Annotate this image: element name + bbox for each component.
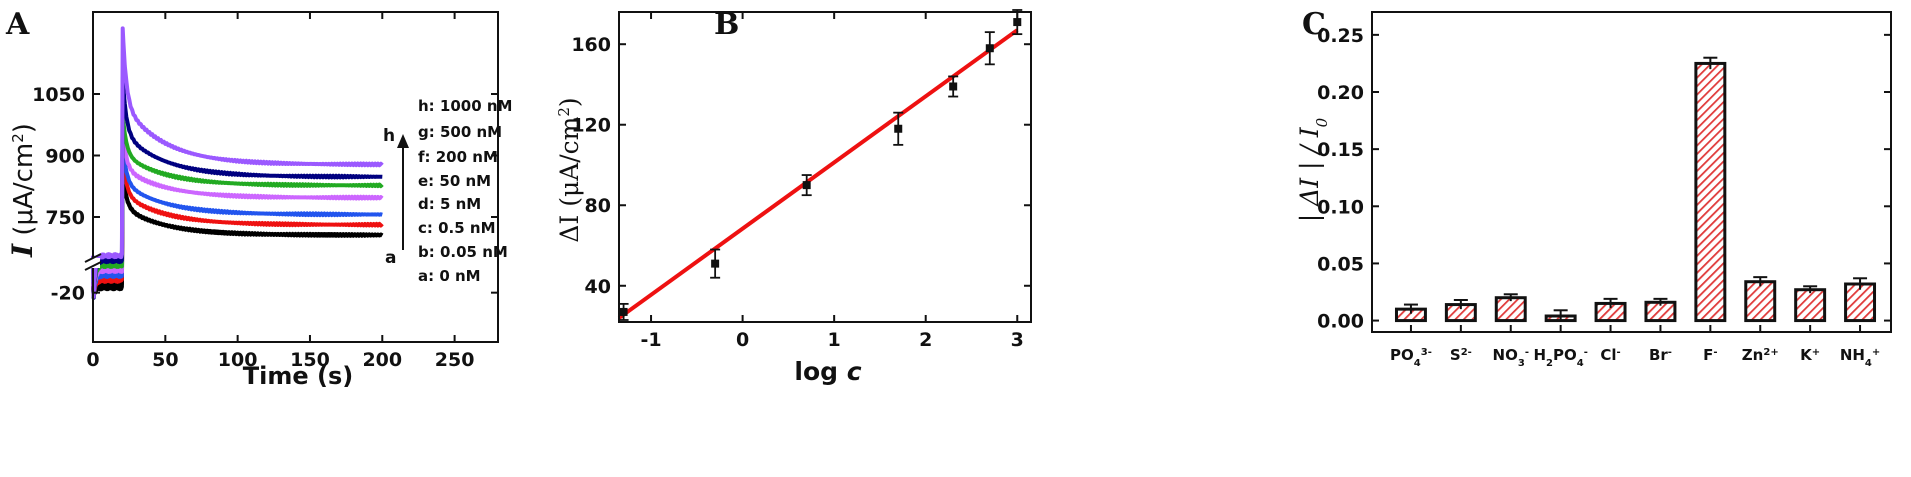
y-tick-label: 40	[585, 276, 611, 298]
y-tick-label: 1050	[32, 84, 85, 106]
category-label: NO3-	[1493, 346, 1529, 369]
panel-a-letter: A	[5, 7, 30, 42]
legend-entry: c: 0.5 nM	[418, 219, 496, 237]
arrow-head-icon	[397, 134, 409, 148]
data-point	[894, 124, 903, 133]
category-label: Cl-	[1600, 346, 1620, 364]
x-tick-label: 1	[828, 329, 841, 351]
category-label: PO43-	[1390, 346, 1432, 369]
panel-c-frame	[1371, 11, 1892, 333]
data-point	[711, 259, 720, 268]
y-tick-label: 0.20	[1317, 82, 1364, 104]
x-tick-label: 0	[736, 329, 749, 351]
legend-entry: a: 0 nM	[418, 267, 481, 285]
panel-c-ticks: 0.00 0.05 0.10 0.15 0.20 0.25	[1317, 25, 1891, 333]
x-tick-label: -1	[640, 329, 661, 351]
panel-c-chart: 0.00 0.05 0.10 0.15 0.20 0.25 PO43- S2- NO3- H2P…	[1295, 11, 1892, 369]
bar	[1744, 280, 1777, 323]
panel-a-axis-break-mask	[86, 258, 100, 268]
data-point	[619, 307, 628, 316]
y-tick-label: 0.10	[1317, 196, 1364, 218]
legend-entry: h: 1000 nM	[418, 97, 512, 115]
y-tick-label: 120	[571, 115, 611, 137]
panel-b-frame	[618, 11, 1032, 323]
x-tick-label: 150	[290, 349, 330, 371]
series-line	[91, 75, 383, 300]
legend-entry: e: 50 nM	[418, 172, 491, 190]
data-point	[802, 181, 811, 190]
legend-entry: g: 500 nM	[418, 123, 502, 141]
series-line	[91, 141, 383, 298]
series-line	[91, 128, 384, 299]
panel-c-category-labels: PO43- S2- NO3- H2PO4- Cl- Br- F- Zn2+ K+ NH4+	[1390, 346, 1880, 369]
fit-line	[617, 28, 1019, 320]
bar	[1844, 282, 1877, 323]
category-label: F-	[1703, 346, 1717, 364]
panel-b-y-axis-label: ΔI (μA/cm2)	[555, 97, 584, 242]
data-point	[985, 44, 994, 53]
category-label: Zn2+	[1742, 346, 1779, 364]
legend-entry: d: 5 nM	[418, 195, 481, 213]
y-tick-label: 0.25	[1317, 25, 1364, 47]
panel-b-x-axis-label: log c	[794, 357, 861, 386]
category-label: H2PO4-	[1533, 346, 1587, 369]
curve-start-label: a	[385, 248, 396, 268]
x-tick-label: 250	[435, 349, 475, 371]
x-tick-label: 100	[218, 349, 258, 371]
y-tick-label: -20	[51, 283, 85, 305]
panel-a-legend: h: 1000 nM g: 500 nM f: 200 nM e: 50 nM …	[418, 97, 512, 285]
panel-a-ticks: 0 50 100 150 200 250 -20 750 900 1050	[32, 12, 498, 371]
bar	[1794, 288, 1827, 323]
x-tick-label: 3	[1011, 329, 1024, 351]
panel-a-curves	[91, 26, 384, 300]
data-point	[949, 82, 958, 91]
panel-b-chart: -1 0 1 2 3 40 80 120 160 log c ΔI (μA/cm2)	[555, 9, 1032, 386]
panel-a-y-axis-label: I (μA/cm2)	[6, 123, 39, 258]
panel-b-ticks: -1 0 1 2 3 40 80 120 160	[571, 12, 1031, 351]
legend-entry: b: 0.05 nM	[418, 243, 508, 261]
panel-c-letter: C	[1302, 7, 1326, 42]
legend-entry: f: 200 nM	[418, 148, 498, 166]
panel-a-frame	[92, 11, 499, 343]
category-label: NH4+	[1840, 346, 1880, 369]
x-tick-label: 50	[152, 349, 178, 371]
series-line	[91, 26, 384, 299]
panel-c-bars	[1394, 56, 1877, 323]
panel-a-axis-break-mark	[84, 253, 102, 263]
bar	[1694, 61, 1727, 323]
y-tick-label: 900	[45, 146, 85, 168]
panel-a-axis-break-mark	[84, 261, 102, 271]
x-tick-label: 200	[362, 349, 402, 371]
y-tick-label: 0.15	[1317, 139, 1364, 161]
panel-a-chart: 0 50 100 150 200 250 -20 750 900 1050 h: 1000 nM …	[6, 11, 512, 390]
x-tick-label: 0	[86, 349, 99, 371]
series-line	[91, 169, 384, 299]
panel-a-x-axis-label: Time (s)	[243, 362, 353, 390]
y-tick-label: 160	[571, 34, 611, 56]
category-label: S2-	[1450, 346, 1472, 364]
y-tick-label: 0.00	[1317, 311, 1364, 333]
panel-b-plot	[617, 9, 1023, 321]
category-label: K+	[1800, 346, 1820, 364]
curve-end-label: h	[383, 126, 395, 146]
series-line	[91, 153, 384, 298]
x-tick-label: 2	[919, 329, 932, 351]
y-tick-label: 750	[45, 207, 85, 229]
series-line	[91, 112, 384, 300]
panel-c-y-axis-label: | ΔI | / I0	[1295, 117, 1331, 222]
category-label: Br-	[1649, 346, 1672, 364]
y-tick-label: 80	[585, 195, 611, 217]
data-point	[1013, 18, 1022, 27]
y-tick-label: 0.05	[1317, 253, 1364, 275]
